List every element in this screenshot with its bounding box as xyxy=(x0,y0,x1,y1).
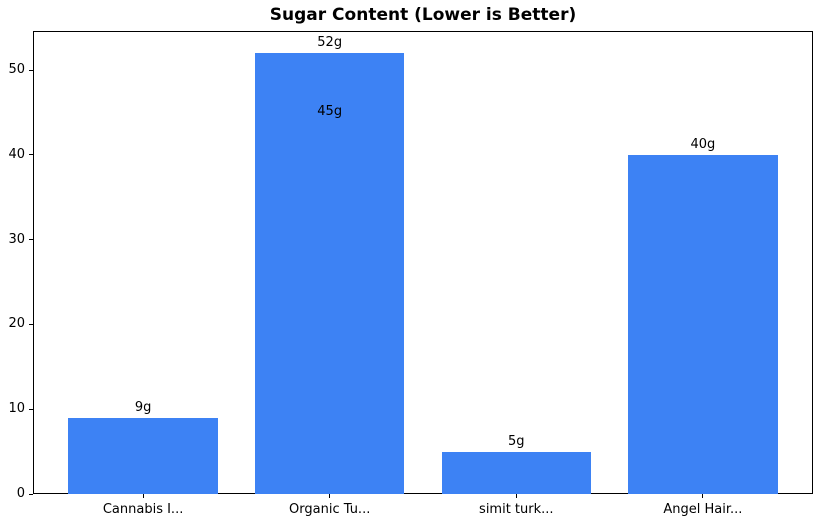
bar-value-label: 52g xyxy=(317,35,343,51)
bar-value-label: 5g xyxy=(508,433,525,449)
y-tick-mark xyxy=(29,408,33,410)
bar xyxy=(68,417,218,494)
bar-inner-label: 45g xyxy=(317,104,343,120)
x-tick-label: simit turk... xyxy=(479,502,554,517)
x-tick-label: Organic Tu... xyxy=(289,502,371,517)
x-tick-label: Angel Hair... xyxy=(663,502,743,517)
y-tick-mark xyxy=(29,239,33,241)
x-tick-mark xyxy=(515,494,517,498)
chart-title: Sugar Content (Lower is Better) xyxy=(269,5,577,25)
y-tick-mark xyxy=(29,69,33,71)
y-tick-label: 10 xyxy=(8,401,25,417)
x-tick-mark xyxy=(702,494,704,498)
y-tick-label: 40 xyxy=(8,146,25,162)
x-tick-label: Cannabis I... xyxy=(102,502,184,517)
x-tick-mark xyxy=(142,494,144,498)
y-tick-label: 0 xyxy=(16,486,25,501)
y-tick-label: 20 xyxy=(8,316,25,332)
bar xyxy=(255,53,405,494)
y-tick-label: 30 xyxy=(8,231,25,247)
y-tick-mark xyxy=(29,154,33,156)
x-tick-mark xyxy=(329,494,331,498)
bar-value-label: 9g xyxy=(134,399,152,415)
y-tick-mark xyxy=(29,323,33,325)
bar-value-label: 40g xyxy=(690,136,716,152)
bar xyxy=(628,154,778,494)
bar xyxy=(441,451,591,494)
y-tick-label: 50 xyxy=(8,62,25,77)
y-tick-mark xyxy=(29,493,33,495)
